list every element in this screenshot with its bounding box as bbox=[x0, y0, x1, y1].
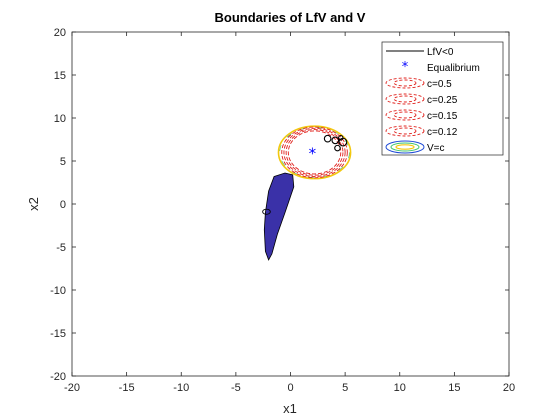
level-set-c=0.15 bbox=[283, 127, 346, 177]
legend-entry-c015: c=0.15 bbox=[385, 109, 458, 122]
lfv-small-loop bbox=[262, 208, 271, 215]
legend-entry-equilibrium: * Equalibrium bbox=[402, 60, 480, 75]
legend-label-c025: c=0.25 bbox=[427, 95, 458, 106]
dashed-ellipse-icon bbox=[385, 93, 425, 105]
legend-label-lfv: LfV<0 bbox=[427, 47, 454, 58]
legend-label-c015: c=0.15 bbox=[427, 111, 458, 122]
tick-layer: -20 -15 -10 -5 0 5 10 15 20 -20 -15 -10 -5 0 5 10 15 20 bbox=[50, 27, 515, 394]
legend-label-vc: V=c bbox=[427, 143, 445, 154]
level-set-c=0.12 bbox=[281, 126, 348, 179]
legend-label-c012: c=0.12 bbox=[427, 127, 458, 138]
asterisk-marker-icon: * bbox=[402, 60, 409, 75]
dashed-ellipse-icon bbox=[385, 125, 425, 137]
legend-box bbox=[381, 41, 504, 156]
v-contour-outer bbox=[277, 125, 352, 180]
y-tick-label: 15 bbox=[54, 70, 66, 82]
x-axis-label: x1 bbox=[283, 401, 297, 416]
dashed-ellipse-icon bbox=[385, 109, 425, 121]
y-tick-label: 20 bbox=[54, 27, 66, 39]
y-tick-label: 0 bbox=[60, 199, 66, 211]
x-tick-label: 10 bbox=[394, 382, 406, 394]
x-tick-label: 20 bbox=[503, 382, 515, 394]
y-tick-label: -5 bbox=[56, 242, 66, 254]
x-tick-label: -10 bbox=[173, 382, 189, 394]
x-tick-label: 0 bbox=[287, 382, 293, 394]
lfv-boundary-loop bbox=[331, 136, 340, 145]
x-tick-label: 5 bbox=[342, 382, 348, 394]
y-tick-label: 5 bbox=[60, 156, 66, 168]
v-contour-mid bbox=[279, 127, 350, 178]
y-axis-label: x2 bbox=[26, 197, 41, 211]
legend: LfV<0 * Equalibrium c=0.5 c=0.25 c bbox=[381, 41, 504, 156]
equilibrium-marker: * bbox=[309, 144, 317, 162]
legend-label-c05: c=0.5 bbox=[427, 79, 452, 90]
legend-entry-lfv: LfV<0 bbox=[386, 47, 454, 58]
lfv-boundary-loop bbox=[323, 134, 332, 143]
legend-entry-c025: c=0.25 bbox=[385, 93, 458, 106]
legend-entry-c05: c=0.5 bbox=[385, 77, 452, 90]
y-tick-label: -20 bbox=[50, 371, 66, 383]
y-tick-label: -15 bbox=[50, 328, 66, 340]
x-tick-label: -5 bbox=[231, 382, 241, 394]
x-tick-label: -20 bbox=[64, 382, 80, 394]
legend-entry-c012: c=0.12 bbox=[385, 125, 458, 138]
dashed-ellipse-icon bbox=[385, 77, 425, 89]
level-set-c=0.25 bbox=[285, 129, 344, 176]
legend-entry-vc: V=c bbox=[385, 140, 445, 154]
level-set-c=0.5 bbox=[287, 130, 342, 175]
x-tick-label: -15 bbox=[119, 382, 135, 394]
y-tick-label: 10 bbox=[54, 113, 66, 125]
lfv-region bbox=[263, 172, 295, 261]
data-layer: * bbox=[262, 125, 352, 261]
lfv-boundary-loop bbox=[338, 135, 344, 141]
chart-title: Boundaries of LfV and V bbox=[215, 10, 366, 25]
x-tick-label: 15 bbox=[448, 382, 460, 394]
lfv-boundary-loop bbox=[334, 144, 341, 152]
y-tick-label: -10 bbox=[50, 285, 66, 297]
legend-label-equilibrium: Equalibrium bbox=[427, 63, 480, 74]
contour-ellipse-icon bbox=[385, 140, 425, 154]
